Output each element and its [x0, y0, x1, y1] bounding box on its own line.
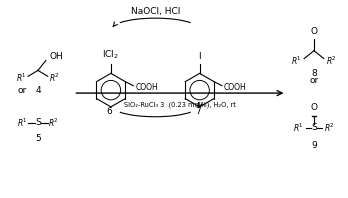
Text: I: I: [198, 51, 201, 61]
Text: 4: 4: [35, 86, 41, 95]
Text: COOH: COOH: [135, 83, 158, 92]
Text: NaOCl, HCl: NaOCl, HCl: [130, 7, 180, 16]
Text: ICl$_2$: ICl$_2$: [102, 48, 119, 61]
Text: $R^1$: $R^1$: [291, 54, 302, 67]
Text: $R^2$: $R^2$: [324, 121, 335, 134]
Text: $R^2$: $R^2$: [48, 116, 59, 129]
Text: 9: 9: [311, 141, 317, 150]
Text: O: O: [310, 27, 317, 36]
Text: or: or: [17, 86, 26, 95]
Text: SiO₂-RuCl₃ 3  (0.23 mol%), H₂O, rt: SiO₂-RuCl₃ 3 (0.23 mol%), H₂O, rt: [124, 102, 236, 109]
Text: $R^2$: $R^2$: [326, 54, 337, 67]
Text: 8: 8: [311, 69, 317, 78]
Text: OH: OH: [50, 52, 64, 61]
Text: or: or: [309, 76, 319, 85]
Text: 5: 5: [35, 134, 41, 143]
Text: $R^1$: $R^1$: [17, 116, 28, 129]
Text: $R^1$: $R^1$: [16, 71, 27, 84]
Text: 7: 7: [195, 107, 200, 116]
Text: S: S: [35, 118, 41, 127]
Text: 6: 6: [106, 107, 112, 116]
Text: $R^1$: $R^1$: [293, 121, 304, 134]
Text: COOH: COOH: [224, 83, 247, 92]
Text: O: O: [310, 103, 317, 112]
Text: $R^2$: $R^2$: [49, 71, 60, 84]
Text: S: S: [311, 123, 317, 132]
